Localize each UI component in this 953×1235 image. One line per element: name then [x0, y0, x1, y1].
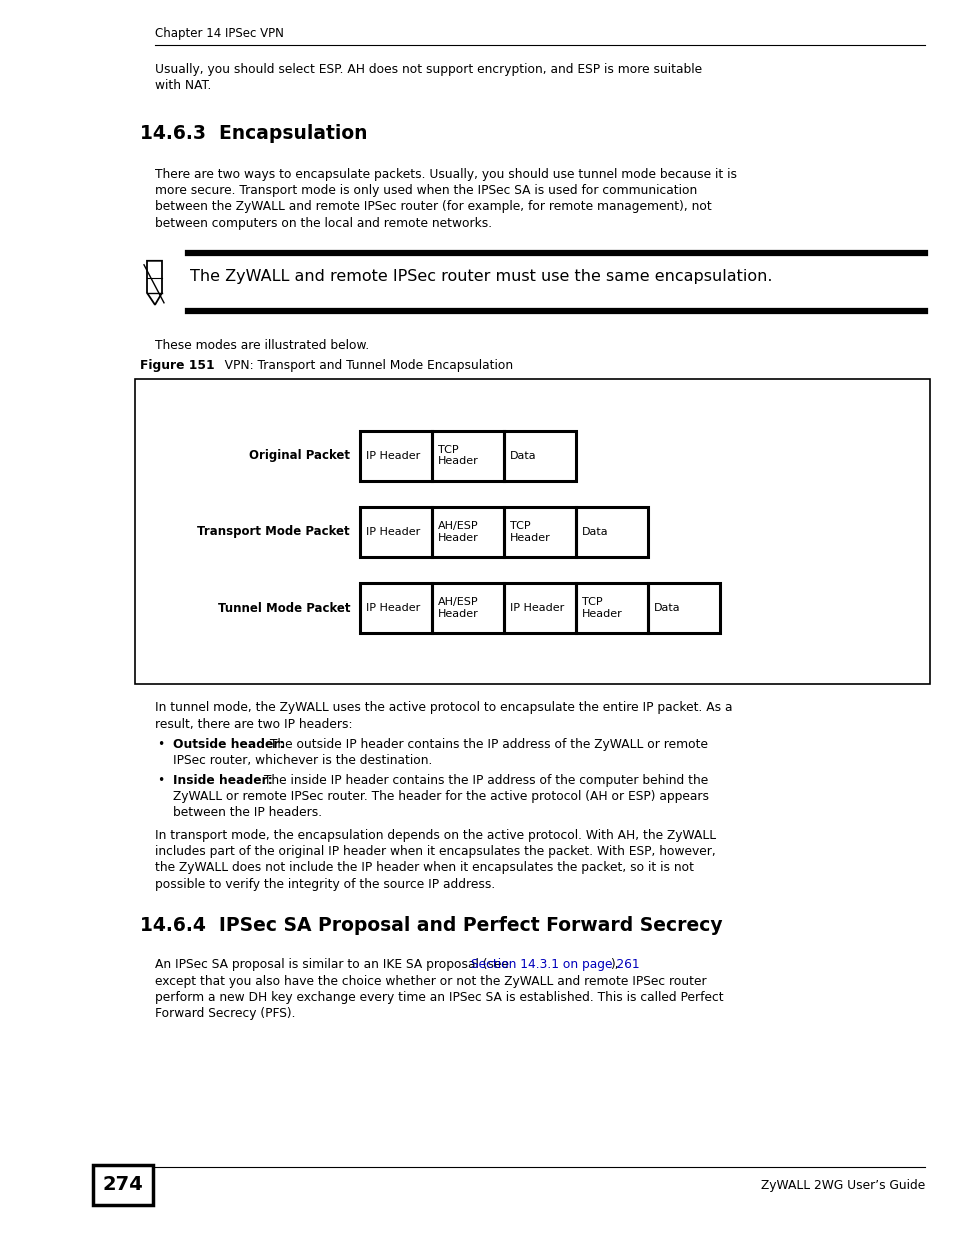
Bar [432, 583, 503, 634]
Bar [432, 431, 503, 480]
Text: the ZyWALL does not include the IP header when it encapsulates the packet, so it: the ZyWALL does not include the IP heade… [154, 861, 693, 874]
Text: Usually, you should select ESP. AH does not support encryption, and ESP is more : Usually, you should select ESP. AH does … [154, 63, 701, 77]
Text: Transport Mode Packet: Transport Mode Packet [197, 525, 350, 538]
Text: Section 14.3.1 on page 261: Section 14.3.1 on page 261 [470, 958, 639, 971]
Bar [432, 506, 503, 557]
Text: TCP
Header: TCP Header [581, 598, 622, 619]
Bar [359, 431, 432, 480]
Text: TCP
Header: TCP Header [437, 445, 478, 467]
Text: between computers on the local and remote networks.: between computers on the local and remot… [154, 216, 492, 230]
Bar [647, 583, 720, 634]
Text: includes part of the original IP header when it encapsulates the packet. With ES: includes part of the original IP header … [154, 845, 715, 858]
Text: In tunnel mode, the ZyWALL uses the active protocol to encapsulate the entire IP: In tunnel mode, the ZyWALL uses the acti… [154, 701, 732, 714]
Text: IPSec router, whichever is the destination.: IPSec router, whichever is the destinati… [172, 753, 432, 767]
Text: 14.6.4  IPSec SA Proposal and Perfect Forward Secrecy: 14.6.4 IPSec SA Proposal and Perfect For… [140, 916, 721, 935]
Text: Original Packet: Original Packet [249, 450, 350, 462]
Text: more secure. Transport mode is only used when the IPSec SA is used for communica: more secure. Transport mode is only used… [154, 184, 697, 196]
Text: VPN: Transport and Tunnel Mode Encapsulation: VPN: Transport and Tunnel Mode Encapsula… [213, 359, 513, 372]
Text: The outside IP header contains the IP address of the ZyWALL or remote: The outside IP header contains the IP ad… [266, 737, 707, 751]
Text: possible to verify the integrity of the source IP address.: possible to verify the integrity of the … [154, 878, 495, 890]
Text: IP Header: IP Header [366, 527, 420, 537]
Text: AH/ESP
Header: AH/ESP Header [437, 521, 478, 542]
Text: IP Header: IP Header [366, 603, 420, 613]
Text: The inside IP header contains the IP address of the computer behind the: The inside IP header contains the IP add… [259, 774, 707, 787]
Bar [359, 583, 432, 634]
Text: Tunnel Mode Packet: Tunnel Mode Packet [217, 601, 350, 615]
Text: In transport mode, the encapsulation depends on the active protocol. With AH, th: In transport mode, the encapsulation dep… [154, 829, 716, 842]
Text: •: • [157, 737, 164, 751]
Text: Chapter 14 IPSec VPN: Chapter 14 IPSec VPN [154, 27, 284, 40]
Text: •: • [157, 774, 164, 787]
Text: Figure 151: Figure 151 [140, 359, 214, 372]
Text: 274: 274 [103, 1176, 143, 1194]
Text: ZyWALL 2WG User’s Guide: ZyWALL 2WG User’s Guide [760, 1178, 924, 1192]
Text: The ZyWALL and remote IPSec router must use the same encapsulation.: The ZyWALL and remote IPSec router must … [190, 269, 772, 284]
Text: These modes are illustrated below.: These modes are illustrated below. [154, 338, 369, 352]
Text: Data: Data [654, 603, 679, 613]
Text: IP Header: IP Header [366, 451, 420, 461]
Text: 14.6.3  Encapsulation: 14.6.3 Encapsulation [140, 124, 367, 142]
Text: except that you also have the choice whether or not the ZyWALL and remote IPSec : except that you also have the choice whe… [154, 974, 706, 988]
Text: Data: Data [581, 527, 608, 537]
Text: with NAT.: with NAT. [154, 79, 212, 93]
Bar [92, 1165, 152, 1205]
Text: ),: ), [609, 958, 618, 971]
Bar [359, 506, 432, 557]
Text: Outside header:: Outside header: [172, 737, 284, 751]
Text: TCP
Header: TCP Header [510, 521, 550, 542]
Text: There are two ways to encapsulate packets. Usually, you should use tunnel mode b: There are two ways to encapsulate packet… [154, 168, 737, 180]
Bar [503, 431, 576, 480]
Text: AH/ESP
Header: AH/ESP Header [437, 598, 478, 619]
Bar [135, 379, 929, 684]
Bar [503, 583, 576, 634]
Text: Forward Secrecy (PFS).: Forward Secrecy (PFS). [154, 1008, 295, 1020]
Text: result, there are two IP headers:: result, there are two IP headers: [154, 718, 352, 731]
Text: Data: Data [510, 451, 536, 461]
Text: ZyWALL or remote IPSec router. The header for the active protocol (AH or ESP) ap: ZyWALL or remote IPSec router. The heade… [172, 790, 708, 803]
Text: IP Header: IP Header [510, 603, 563, 613]
Text: perform a new DH key exchange every time an IPSec SA is established. This is cal: perform a new DH key exchange every time… [154, 990, 723, 1004]
Bar [576, 583, 647, 634]
Bar [503, 506, 576, 557]
Text: An IPSec SA proposal is similar to an IKE SA proposal (see: An IPSec SA proposal is similar to an IK… [154, 958, 513, 971]
Bar [576, 506, 647, 557]
Text: Inside header:: Inside header: [172, 774, 273, 787]
Text: between the IP headers.: between the IP headers. [172, 806, 322, 819]
Text: between the ZyWALL and remote IPSec router (for example, for remote management),: between the ZyWALL and remote IPSec rout… [154, 200, 711, 214]
